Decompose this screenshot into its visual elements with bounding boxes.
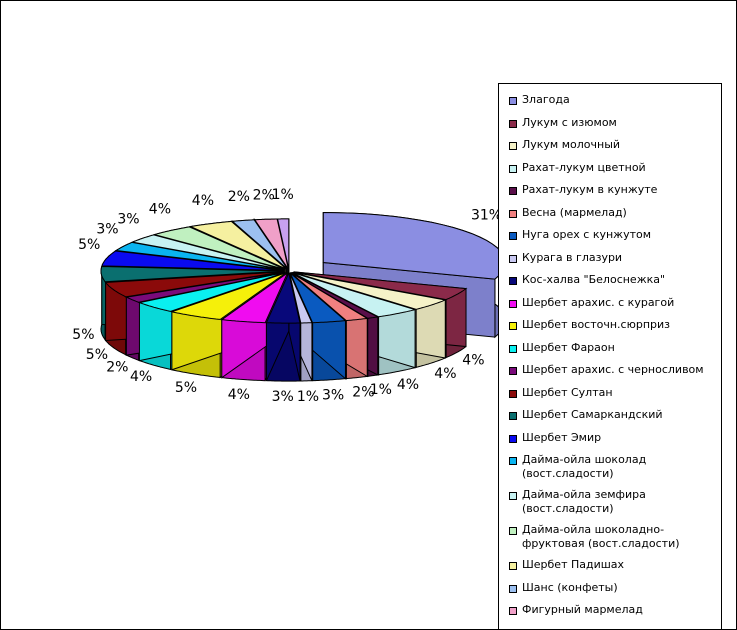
pie-slice [289,272,347,324]
legend-label: Лукум молочный [522,138,621,151]
data-label: 5% [86,347,108,363]
legend-swatch [509,527,517,535]
data-label: 2% [228,189,250,205]
legend-swatch [509,607,517,615]
data-label: 5% [72,327,94,343]
legend-swatch [509,412,517,420]
pie-slice [276,218,290,270]
pie-slice [170,272,287,320]
data-label: 4% [149,202,171,218]
data-label: 1% [370,382,392,398]
data-label: 1% [297,389,319,405]
legend-label: Нуга орех с кунжутом [522,228,652,241]
data-label: 1% [272,187,294,203]
pie-slice [124,271,285,303]
data-label: 4% [130,369,152,385]
data-label: 2% [352,385,374,401]
legend-label: Лукум с изюмом [522,115,617,129]
pie-slice [189,220,287,270]
data-label: 3% [96,222,118,238]
pie-slice [293,271,448,310]
legend-swatch [509,187,517,195]
data-label: 4% [228,387,250,403]
legend-swatch [509,299,517,308]
legend-label: Рахат-лукум в кунжуте [522,183,658,196]
data-label: 4% [397,377,419,393]
legend-label: Дайма-ойла земфира (вост.сладости) [522,488,646,515]
data-label: 5% [175,380,197,396]
data-label: 2% [253,187,275,203]
data-label: 4% [192,193,214,209]
pie-slice [265,271,301,324]
legend-label: Шербет арахис. с черносливом [522,363,704,376]
legend-label: Шербет Самаркандский [522,408,663,421]
legend-label: Дайма-ойла шоколад (вост.сладости) [522,453,647,480]
data-label: 5% [78,237,100,253]
pie-slice [100,265,284,283]
legend-swatch [509,322,517,330]
data-label: 3% [117,212,139,228]
legend-label: Шербет Эмир [522,430,602,444]
pie-slice [231,219,288,270]
data-label: 4% [434,366,456,382]
legend-swatch [509,492,517,500]
legend: Злагода Лукум с изюмом Лукум молочный Рахат… [498,83,722,629]
legend-swatch [509,209,517,218]
pie-slice [291,272,380,319]
pie-slice [101,250,284,271]
legend-swatch [509,232,517,240]
legend-label: Злагода [522,93,570,106]
data-label: 2% [106,360,128,376]
legend-swatch [509,97,517,105]
pie-slice [220,271,289,324]
legend-swatch [509,254,517,263]
legend-label: Шербет Султан [522,385,613,399]
legend-label: Весна (мармелад) [522,205,627,219]
pie-slice [294,271,468,301]
pie-slice [114,241,284,271]
legend-label: Курага в глазури [522,250,623,264]
data-label: 4% [462,353,484,369]
pie-slice [290,272,369,322]
legend-label: Шанс (конфеты) [522,580,618,594]
legend-swatch [509,344,517,353]
legend-label: Шербет арахис. с курагой [522,295,675,309]
pie-slice [253,218,289,270]
legend-swatch [509,367,517,375]
legend-swatch [509,277,517,285]
pie-slice [152,226,286,270]
pie-slice [289,272,313,324]
legend-label: Шербет Фараон [522,340,615,354]
legend-swatch [509,584,517,593]
legend-swatch [509,119,517,128]
legend-swatch [509,457,517,465]
pie-slice [137,272,285,312]
legend-label: Кос-халва "Белоснежка" [522,273,666,286]
legend-label: Шербет Падишах [522,558,625,571]
legend-label: Дайма-ойла шоколадно-фруктовая (вост.сла… [522,523,680,550]
legend-swatch [509,562,517,570]
legend-swatch [509,389,517,398]
data-label: 3% [322,388,344,404]
legend-label: Рахат-лукум цветной [522,160,646,174]
legend-swatch [509,434,517,443]
pie-slice [104,271,284,298]
legend-swatch [509,164,517,173]
data-label: 3% [272,389,294,405]
pie-slice [131,234,285,271]
legend-label: Фигурный мармелад [522,603,643,616]
pie-slice [292,272,416,318]
legend-label: Шербет восточн.сюрприз [522,318,671,331]
data-label: 31% [471,208,502,224]
legend-swatch [509,142,517,150]
